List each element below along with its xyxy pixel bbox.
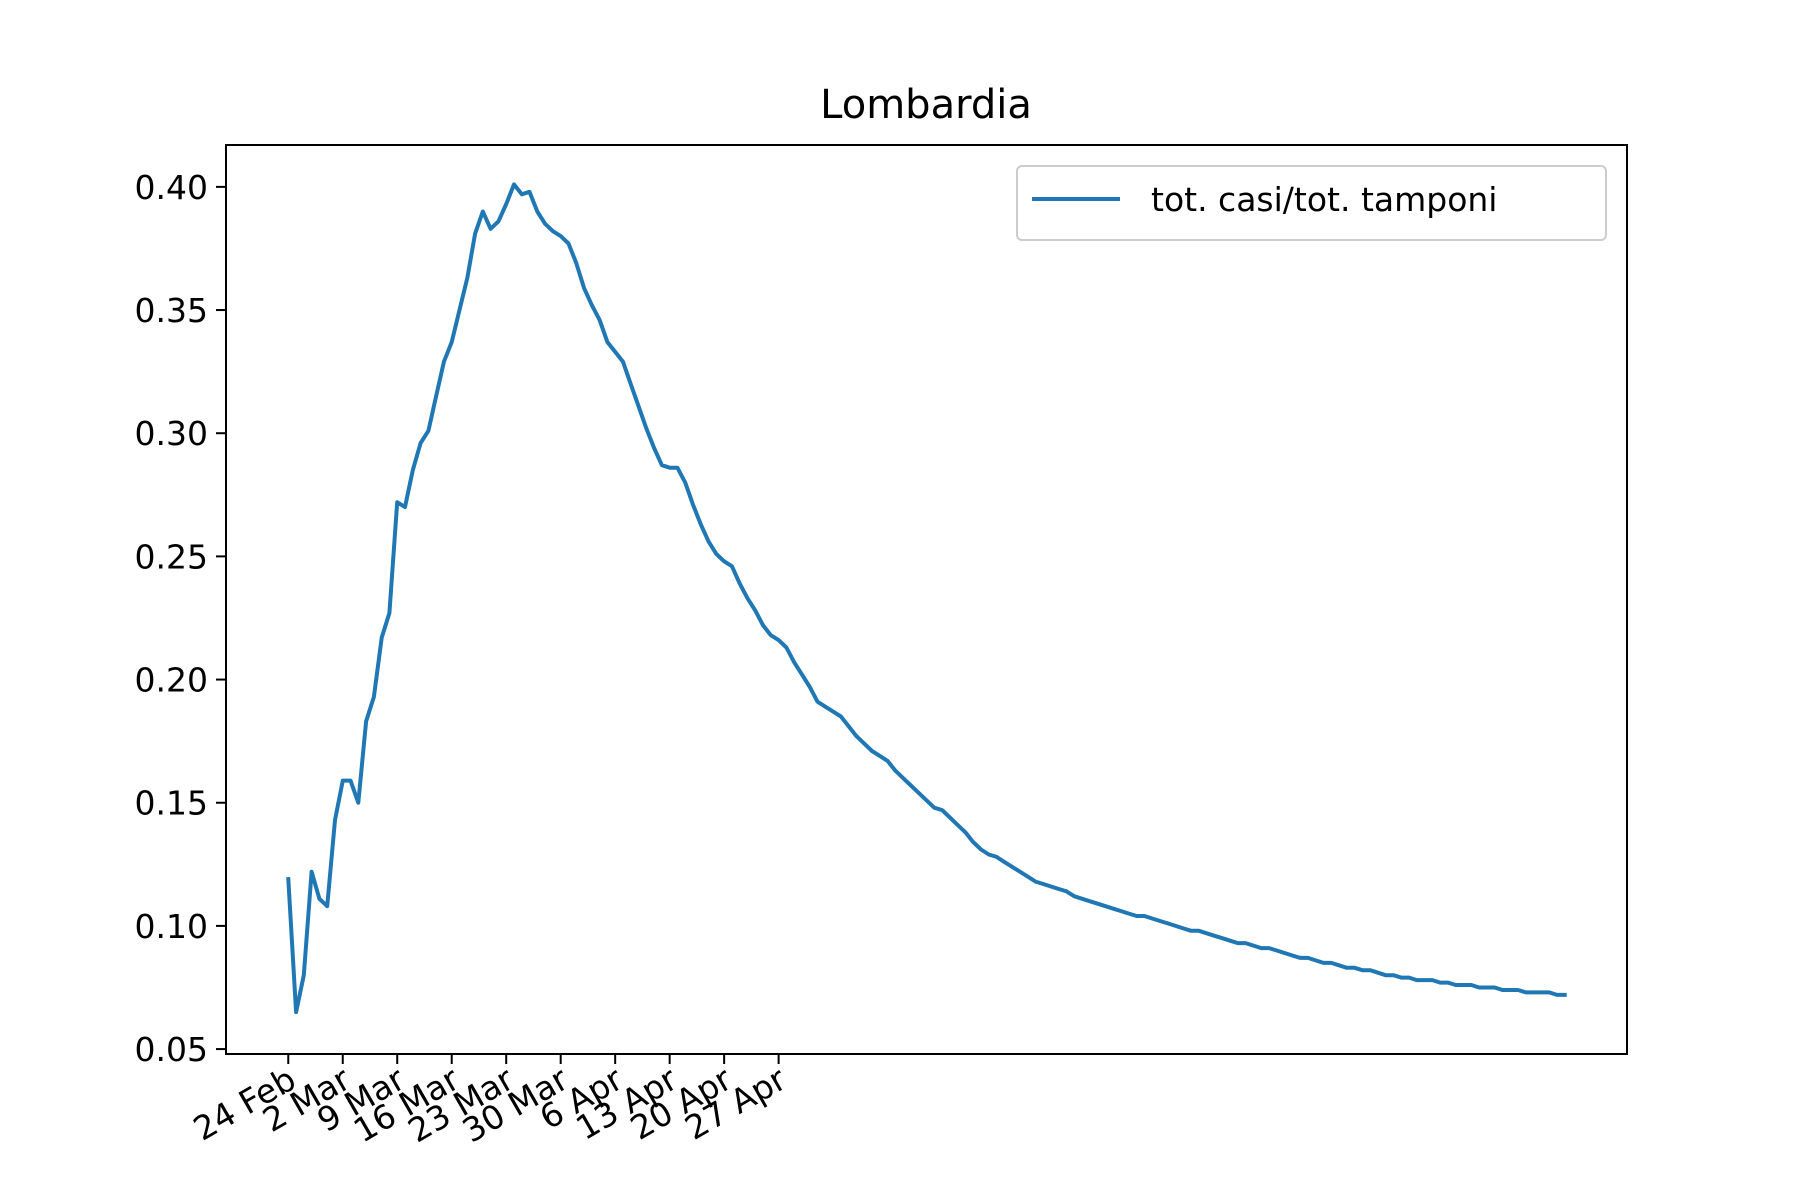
y-tick-label: 0.10 [135, 907, 208, 946]
plot-frame [225, 144, 1628, 1055]
y-tick-label: 0.35 [135, 291, 208, 330]
y-tick-label: 0.40 [135, 168, 208, 207]
legend: tot. casi/tot. tamponi [1016, 165, 1607, 241]
y-tick-label: 0.15 [135, 784, 208, 823]
y-tick-label: 0.30 [135, 414, 208, 453]
series-layer [286, 182, 1567, 1015]
y-tick-label: 0.25 [135, 537, 208, 576]
y-axis: 0.05 0.10 0.15 0.20 0.25 0.30 0.35 0.40 [135, 168, 226, 1069]
legend-entry-label: tot. casi/tot. tamponi [1151, 180, 1497, 219]
series-line [286, 182, 1567, 1015]
y-tick-label: 0.05 [135, 1030, 208, 1069]
legend-box [1016, 165, 1607, 241]
chart-title: Lombardia [820, 82, 1032, 128]
y-tick-label: 0.20 [135, 661, 208, 700]
